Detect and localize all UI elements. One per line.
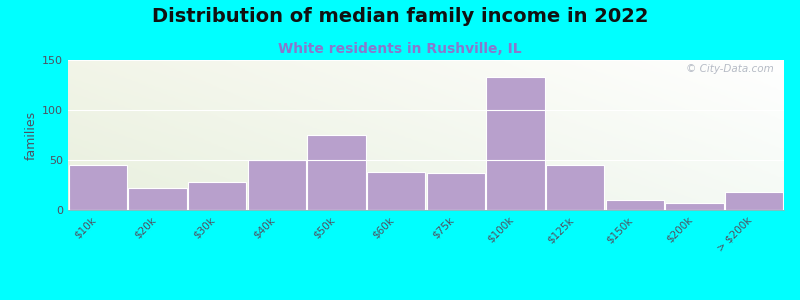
Bar <box>247 160 306 210</box>
Text: Distribution of median family income in 2022: Distribution of median family income in … <box>152 8 648 26</box>
Bar <box>426 173 485 210</box>
Bar <box>725 192 783 210</box>
Bar <box>188 182 246 210</box>
Bar <box>486 77 545 210</box>
Bar <box>546 165 605 210</box>
Bar <box>128 188 186 210</box>
Text: White residents in Rushville, IL: White residents in Rushville, IL <box>278 42 522 56</box>
Bar <box>606 200 664 210</box>
Y-axis label: families: families <box>25 110 38 160</box>
Bar <box>307 135 366 210</box>
Bar <box>69 165 127 210</box>
Bar <box>666 203 724 210</box>
Text: © City-Data.com: © City-Data.com <box>686 64 774 74</box>
Bar <box>367 172 426 210</box>
